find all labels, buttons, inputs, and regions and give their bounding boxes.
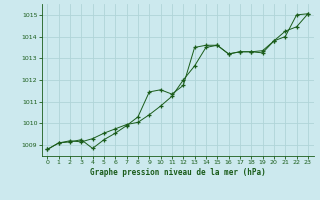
- X-axis label: Graphe pression niveau de la mer (hPa): Graphe pression niveau de la mer (hPa): [90, 168, 266, 177]
